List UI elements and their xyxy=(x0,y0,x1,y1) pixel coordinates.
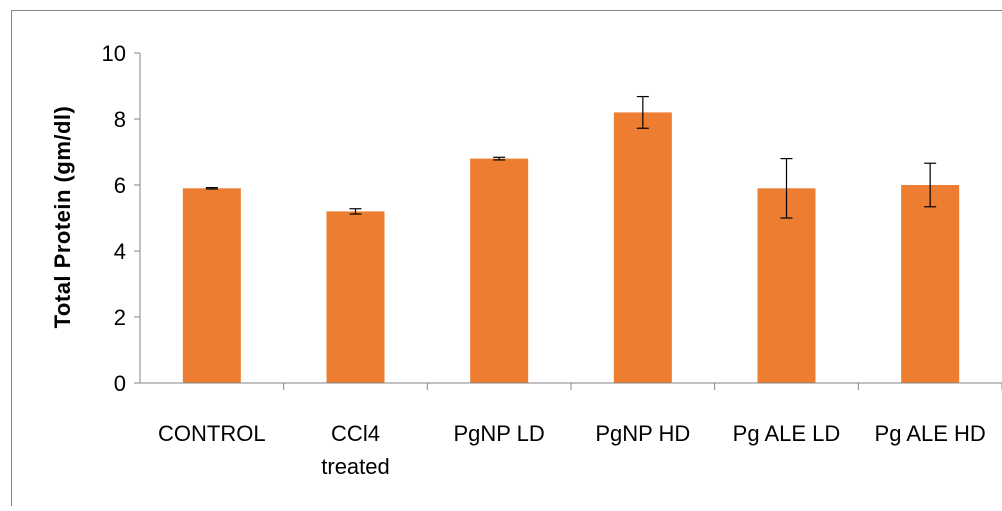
x-axis: CONTROL CCl4 treated PgNP LD PgNP HD Pg ALE L… xyxy=(140,383,1002,479)
x-tick-label: CONTROL xyxy=(158,421,266,446)
y-tick-label: 2 xyxy=(114,305,126,330)
x-tick-label: PgNP LD xyxy=(454,421,545,446)
x-tick-label: treated xyxy=(321,454,390,479)
bar xyxy=(901,185,959,383)
bar xyxy=(183,188,241,383)
y-tick-label: 4 xyxy=(114,239,126,264)
x-tick-label: PgNP HD xyxy=(595,421,690,446)
bar-series xyxy=(183,112,959,383)
y-tick-label: 0 xyxy=(114,371,126,396)
y-tick-label: 6 xyxy=(114,173,126,198)
x-tick-label: Pg ALE HD xyxy=(875,421,986,446)
x-tick-label: CCl4 xyxy=(331,421,380,446)
y-tick-label: 10 xyxy=(102,41,126,66)
bar xyxy=(614,112,672,383)
y-tick-label: 8 xyxy=(114,107,126,132)
error-bars xyxy=(206,97,936,218)
bar xyxy=(327,211,385,383)
bar xyxy=(470,159,528,383)
y-axis-title: Total Protein (gm/dl) xyxy=(50,106,75,329)
y-axis: 0 2 4 6 8 10 xyxy=(102,41,140,396)
x-tick-label: Pg ALE LD xyxy=(733,421,841,446)
